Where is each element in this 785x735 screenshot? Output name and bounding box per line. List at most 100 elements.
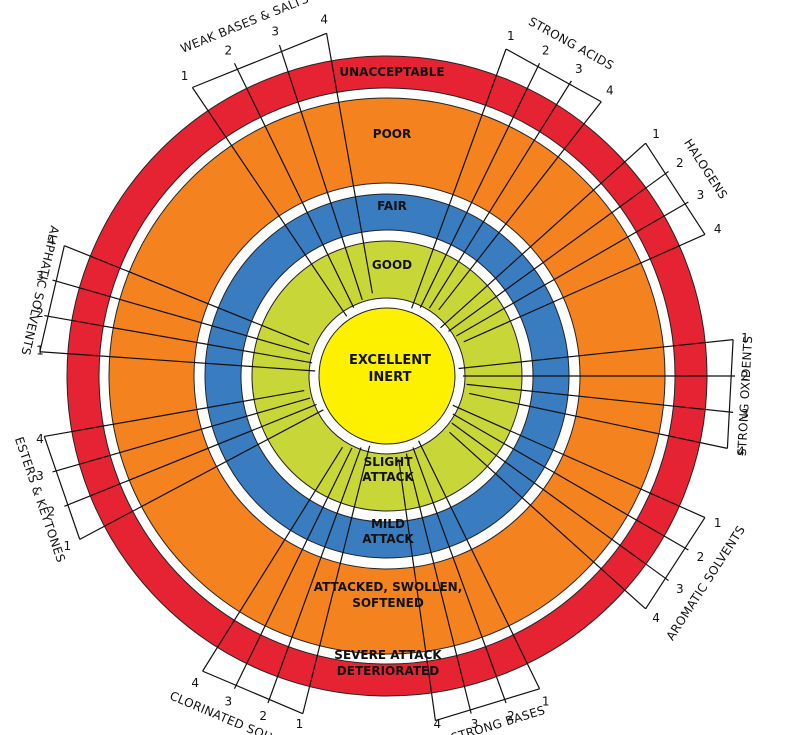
- tick-number: 2: [36, 306, 44, 320]
- spoke: [325, 33, 374, 294]
- group-title: ALIPHATIC SOLVENTS: [18, 224, 61, 356]
- group-strong-bases: 1 2 3 4 STRONG BASES: [434, 688, 550, 735]
- tick-number: 2: [224, 44, 232, 58]
- spoke: [419, 62, 541, 308]
- spokes: [39, 33, 735, 721]
- label-poor: POOR: [373, 127, 411, 141]
- spoke: [458, 339, 734, 370]
- tick-number: 1: [741, 331, 749, 345]
- group-bracket: [645, 517, 706, 610]
- tick-number: 2: [259, 709, 267, 723]
- spoke: [411, 48, 507, 309]
- tick-number: 1: [542, 694, 550, 708]
- spoke: [440, 142, 647, 329]
- group-bracket: [43, 436, 81, 540]
- spoke: [64, 403, 317, 507]
- label-softened: SOFTENED: [352, 596, 424, 610]
- spoke: [52, 279, 311, 355]
- spoke: [191, 87, 348, 317]
- tick-number: 2: [507, 709, 515, 723]
- tick-number: 3: [471, 717, 479, 731]
- spoke: [405, 453, 472, 714]
- rings: [67, 56, 707, 696]
- tick-number: 4: [36, 432, 44, 446]
- tick-number: 1: [36, 344, 44, 358]
- tick-number: 3: [676, 582, 684, 596]
- tick-number: 2: [697, 550, 705, 564]
- spoke: [469, 392, 728, 449]
- tick-number: 1: [714, 516, 722, 530]
- spoke: [438, 101, 602, 311]
- group-bracket: [645, 142, 706, 235]
- spoke: [202, 446, 343, 672]
- label-severe-attack: SEVERE ATTACK: [334, 648, 442, 662]
- group-title: STRONG OXIDENTS: [735, 335, 755, 456]
- spoke: [398, 459, 437, 721]
- spoke: [233, 447, 353, 690]
- tick-number: 2: [676, 156, 684, 170]
- tick-number: 4: [737, 444, 745, 458]
- spoke: [463, 233, 706, 343]
- spoke: [418, 440, 541, 690]
- group-bracket: [726, 339, 734, 449]
- spoke: [64, 245, 310, 346]
- spoke: [44, 389, 305, 438]
- spoke: [79, 409, 324, 540]
- group-title: HALOGENS: [681, 136, 730, 201]
- tick-number: 2: [48, 505, 56, 519]
- spoke: [52, 397, 311, 473]
- ring-excellent: [319, 308, 455, 444]
- tick-number: 4: [191, 676, 199, 690]
- spoke: [412, 447, 507, 704]
- label-excellent: EXCELLENT: [349, 353, 431, 368]
- spoke: [455, 201, 689, 337]
- label-unacceptable: UNACCEPTABLE: [339, 65, 444, 79]
- label-mild-attack: ATTACK: [362, 532, 414, 546]
- tick-number: 2: [542, 44, 550, 58]
- label-fair: FAIR: [377, 199, 407, 213]
- tick-number: 4: [606, 84, 614, 98]
- tick-number: 3: [224, 694, 232, 708]
- tick-number: 1: [652, 127, 660, 141]
- group-bracket: [39, 245, 65, 352]
- tick-number: 1: [296, 717, 304, 731]
- spoke: [39, 351, 316, 372]
- group-bracket: [202, 670, 304, 715]
- tick-number: 4: [714, 222, 722, 236]
- group-title: CLORINATED SOLVENTS: [168, 689, 310, 735]
- group-bracket: [435, 688, 540, 722]
- spoke: [428, 80, 572, 309]
- spoke: [448, 170, 669, 332]
- tick-number: 1: [181, 69, 189, 83]
- tick-number: 3: [271, 25, 279, 39]
- tick-number: 3: [36, 469, 44, 483]
- tick-number: 1: [507, 29, 515, 43]
- tick-number: 4: [434, 717, 442, 731]
- tick-number: 2: [741, 369, 749, 383]
- spoke: [233, 62, 355, 308]
- label-inert: INERT: [369, 370, 412, 385]
- label-attacked: ATTACKED, SWOLLEN,: [314, 580, 463, 594]
- tick-number: 3: [741, 407, 749, 421]
- group-bracket: [192, 32, 327, 89]
- spoke: [278, 44, 363, 301]
- label-slight-attack: ATTACK: [362, 470, 414, 484]
- tick-number: 1: [64, 539, 72, 553]
- tick-number: 3: [36, 269, 44, 283]
- label-good: GOOD: [372, 258, 412, 272]
- label-slight: SLIGHT: [364, 455, 414, 469]
- spoke: [452, 404, 706, 519]
- spoke: [449, 431, 647, 610]
- spoke: [44, 314, 313, 364]
- group-bracket: [505, 48, 602, 103]
- tick-number: 4: [48, 233, 56, 247]
- spoke: [452, 413, 689, 551]
- tick-number: 3: [575, 62, 583, 76]
- spoke: [302, 445, 371, 714]
- tick-number: 3: [697, 188, 705, 202]
- label-mild: MILD: [371, 517, 405, 531]
